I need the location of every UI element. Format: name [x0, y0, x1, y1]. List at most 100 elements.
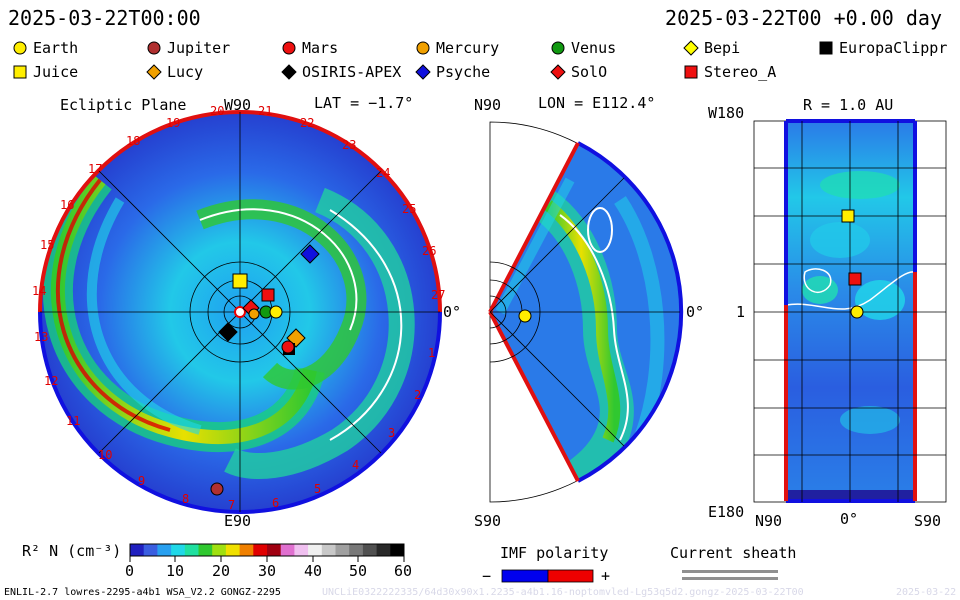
- imf-minus-label: −: [482, 567, 492, 585]
- meridional-lon-label: LON = E112.4°: [538, 94, 656, 112]
- mars-marker-icon: [281, 40, 297, 56]
- legend-item-lucy: Lucy: [146, 63, 203, 81]
- ecliptic-panel-title: Ecliptic Plane: [60, 96, 187, 114]
- colorbar-segment: [280, 544, 295, 556]
- colorbar-segment: [335, 544, 350, 556]
- colorbar-segment: [225, 544, 241, 556]
- meridional-panel: [488, 121, 684, 503]
- legend-label: Stereo_A: [704, 63, 777, 81]
- earth-marker-icon: [269, 305, 283, 319]
- colorbar-segment: [212, 544, 227, 556]
- colorbar: [129, 543, 405, 557]
- sector-label: 6: [272, 496, 280, 510]
- meridional-right-label: 0°: [686, 303, 705, 321]
- colorbar-segment: [294, 544, 309, 556]
- legend-label: Jupiter: [167, 39, 231, 57]
- legend-label: EuropaClippr: [839, 39, 948, 57]
- legend-item-mars: Mars: [281, 39, 338, 57]
- colorbar-segment: [130, 544, 145, 556]
- sector-label: 3: [388, 426, 396, 440]
- colorbar-segment: [171, 544, 186, 556]
- radial-r-label: R = 1.0 AU: [803, 96, 894, 114]
- lucy-marker-icon: [146, 64, 162, 80]
- colorbar-tick-label: 20: [212, 562, 231, 580]
- legend-item-earth: Earth: [12, 39, 78, 57]
- meridional-bottom-label: S90: [474, 512, 502, 530]
- legend-item-jupiter: Jupiter: [146, 39, 230, 57]
- mercury-marker-icon: [415, 40, 431, 56]
- legend-label: Juice: [33, 63, 79, 81]
- sector-label: 13: [34, 330, 49, 344]
- sector-label: 18: [126, 134, 141, 148]
- legend-label: Lucy: [167, 63, 204, 81]
- legend-label: Mars: [302, 39, 339, 57]
- model-info: ENLIL-2.7 lowres-2295-a4b1 WSA_V2.2 GONG…: [4, 587, 281, 598]
- current-sheath-line: [682, 577, 778, 580]
- mars-marker-icon: [281, 340, 295, 354]
- psyche-marker-icon: [415, 64, 431, 80]
- legend-item-bepi: Bepi: [683, 39, 740, 57]
- radial-x-mid-label: 0°: [840, 510, 859, 528]
- colorbar-segment: [253, 544, 268, 556]
- ecliptic-bottom-label: E90: [224, 512, 252, 530]
- legend-item-osiris-apex: OSIRIS-APEX: [281, 63, 401, 81]
- colorbar-tick-label: 50: [349, 562, 368, 580]
- imf-plus-label: +: [601, 567, 611, 585]
- sector-label: 21: [258, 104, 273, 118]
- radial-left-label: 1: [736, 303, 746, 321]
- colorbar-tick-label: 40: [304, 562, 323, 580]
- colorbar-tick-label: 10: [166, 562, 185, 580]
- juice-marker-icon: [232, 273, 248, 289]
- imf-negative-swatch: [501, 569, 549, 583]
- ecliptic-right-label: 0°: [443, 303, 462, 321]
- current-sheath-line: [682, 570, 778, 573]
- legend-label: OSIRIS-APEX: [302, 63, 402, 81]
- radial-bottom-left-label: E180: [708, 503, 745, 521]
- sector-label: 12: [44, 374, 59, 388]
- jupiter-marker-icon: [146, 40, 162, 56]
- legend-item-stereo-a: Stereo_A: [683, 63, 776, 81]
- earth-marker-icon: [12, 40, 28, 56]
- sector-label: 10: [98, 448, 113, 462]
- legend-item-psyche: Psyche: [415, 63, 490, 81]
- bepi-marker-icon: [683, 40, 699, 56]
- colorbar-segment: [143, 544, 158, 556]
- radial-top-label: W180: [708, 104, 745, 122]
- colorbar-segment: [308, 544, 323, 556]
- meridional-top-label: N90: [474, 96, 502, 114]
- colorbar-segment: [321, 544, 336, 556]
- colorbar-segment: [349, 544, 364, 556]
- earth-meridional-marker-icon: [518, 309, 532, 323]
- sector-label: 25: [402, 202, 417, 216]
- sector-label: 5: [314, 482, 322, 496]
- solo-marker-icon: [550, 64, 566, 80]
- osiris-apex-marker-icon: [218, 322, 238, 342]
- sector-label: 23: [342, 138, 357, 152]
- sector-label: 8: [182, 492, 190, 506]
- sector-label: 4: [352, 458, 360, 472]
- ecliptic-lat-label: LAT = −1.7°: [314, 94, 414, 112]
- stereo-a-marker-icon: [683, 64, 699, 80]
- sector-label: 24: [376, 166, 391, 180]
- colorbar-segment: [376, 544, 391, 556]
- juice-marker-icon: [12, 64, 28, 80]
- legend-item-europaclipper: EuropaClippr: [818, 39, 947, 57]
- venus-marker-icon: [550, 40, 566, 56]
- datetime-title: 2025-03-22T00:00: [8, 6, 201, 30]
- colorbar-title: R² N (cm⁻³): [22, 542, 122, 560]
- imf-polarity-title: IMF polarity: [500, 544, 609, 562]
- radial-x-right-label: S90: [914, 512, 942, 530]
- legend-label: Psyche: [436, 63, 491, 81]
- sector-label: 7: [228, 498, 236, 512]
- colorbar-tick-label: 0: [125, 562, 135, 580]
- sector-label: 2: [414, 388, 422, 402]
- europaclipper-marker-icon: [818, 40, 834, 56]
- sector-label: 16: [60, 198, 75, 212]
- legend-label: Venus: [571, 39, 617, 57]
- stereo-a-radial-marker-icon: [848, 272, 862, 286]
- colorbar-segment: [157, 544, 172, 556]
- radial-panel: [753, 119, 947, 503]
- imf-positive-swatch: [547, 569, 594, 583]
- sector-label: 15: [40, 238, 55, 252]
